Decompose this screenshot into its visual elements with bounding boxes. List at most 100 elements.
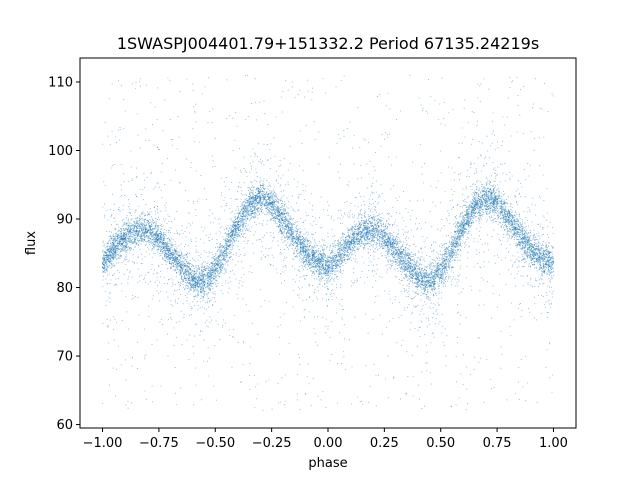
data-point bbox=[160, 234, 162, 236]
data-point bbox=[551, 251, 553, 253]
data-point bbox=[498, 202, 500, 204]
data-point bbox=[213, 256, 215, 258]
data-point bbox=[106, 246, 108, 248]
data-point bbox=[348, 248, 350, 250]
data-point bbox=[448, 253, 450, 255]
data-point bbox=[296, 236, 298, 238]
data-point bbox=[215, 267, 217, 269]
data-point bbox=[315, 243, 317, 245]
data-point bbox=[149, 208, 151, 210]
data-point bbox=[418, 275, 421, 278]
data-point bbox=[302, 252, 304, 254]
data-point bbox=[302, 247, 305, 249]
data-point bbox=[185, 279, 187, 281]
data-point bbox=[402, 255, 404, 257]
data-point bbox=[236, 212, 238, 214]
data-point bbox=[450, 236, 452, 239]
data-point bbox=[143, 230, 145, 232]
data-point bbox=[437, 286, 439, 288]
data-point bbox=[433, 281, 436, 283]
data-point bbox=[339, 263, 341, 265]
data-point bbox=[507, 228, 509, 230]
data-point bbox=[465, 217, 467, 219]
data-point bbox=[337, 244, 339, 247]
data-point bbox=[207, 267, 209, 269]
data-point bbox=[474, 216, 476, 218]
data-point bbox=[242, 229, 244, 231]
data-point bbox=[131, 234, 133, 236]
data-point bbox=[424, 283, 426, 285]
data-point bbox=[482, 187, 484, 189]
data-point bbox=[487, 187, 489, 189]
data-point bbox=[117, 258, 119, 260]
data-point bbox=[409, 259, 411, 261]
data-point bbox=[226, 235, 228, 237]
data-point bbox=[225, 239, 227, 242]
data-point bbox=[343, 254, 345, 257]
data-point bbox=[337, 241, 339, 243]
data-point bbox=[428, 264, 431, 266]
data-point bbox=[364, 240, 366, 242]
data-point bbox=[369, 216, 371, 218]
data-point bbox=[428, 268, 431, 270]
data-point bbox=[144, 244, 146, 247]
data-point bbox=[453, 254, 455, 256]
data-point bbox=[521, 231, 523, 233]
data-point bbox=[331, 255, 333, 257]
data-point bbox=[191, 257, 194, 260]
data-point bbox=[518, 234, 520, 236]
data-point bbox=[110, 260, 112, 262]
data-point bbox=[179, 284, 182, 287]
data-point bbox=[434, 265, 436, 267]
data-point bbox=[470, 218, 472, 220]
data-point bbox=[108, 240, 110, 242]
data-point bbox=[127, 231, 129, 233]
data-point bbox=[201, 271, 203, 273]
data-point bbox=[434, 273, 436, 275]
data-point bbox=[354, 243, 357, 245]
data-point bbox=[390, 215, 392, 217]
data-point bbox=[347, 230, 349, 232]
data-point bbox=[148, 222, 150, 224]
data-point bbox=[488, 200, 490, 202]
data-point bbox=[494, 185, 497, 187]
data-point bbox=[302, 261, 304, 264]
data-point bbox=[403, 267, 405, 269]
data-point bbox=[464, 213, 466, 216]
data-point bbox=[402, 257, 404, 259]
data-point bbox=[189, 281, 191, 283]
data-point bbox=[381, 244, 383, 246]
data-point bbox=[329, 280, 331, 282]
data-point bbox=[510, 222, 512, 224]
data-point bbox=[500, 217, 502, 219]
data-point bbox=[137, 244, 139, 246]
data-point bbox=[404, 263, 406, 265]
data-point bbox=[300, 257, 302, 259]
data-point bbox=[367, 241, 369, 243]
data-point bbox=[241, 223, 243, 225]
data-point bbox=[151, 218, 153, 220]
data-point bbox=[261, 192, 263, 194]
data-point bbox=[242, 203, 244, 205]
data-point bbox=[324, 275, 327, 277]
data-point bbox=[215, 260, 217, 262]
data-point bbox=[463, 223, 465, 226]
data-point bbox=[182, 280, 184, 282]
data-point bbox=[545, 242, 547, 244]
data-point bbox=[246, 204, 248, 206]
data-point bbox=[244, 217, 246, 219]
data-point bbox=[333, 241, 336, 243]
data-point bbox=[457, 227, 460, 229]
data-point bbox=[124, 245, 126, 247]
data-point bbox=[354, 223, 356, 225]
data-point bbox=[254, 215, 256, 217]
data-point bbox=[327, 282, 329, 284]
data-point bbox=[462, 236, 464, 238]
data-point bbox=[311, 237, 313, 239]
data-point bbox=[135, 242, 137, 244]
data-point bbox=[130, 247, 132, 249]
data-point bbox=[251, 216, 253, 218]
data-point bbox=[470, 225, 472, 227]
data-point bbox=[516, 236, 518, 238]
data-point bbox=[200, 266, 203, 268]
